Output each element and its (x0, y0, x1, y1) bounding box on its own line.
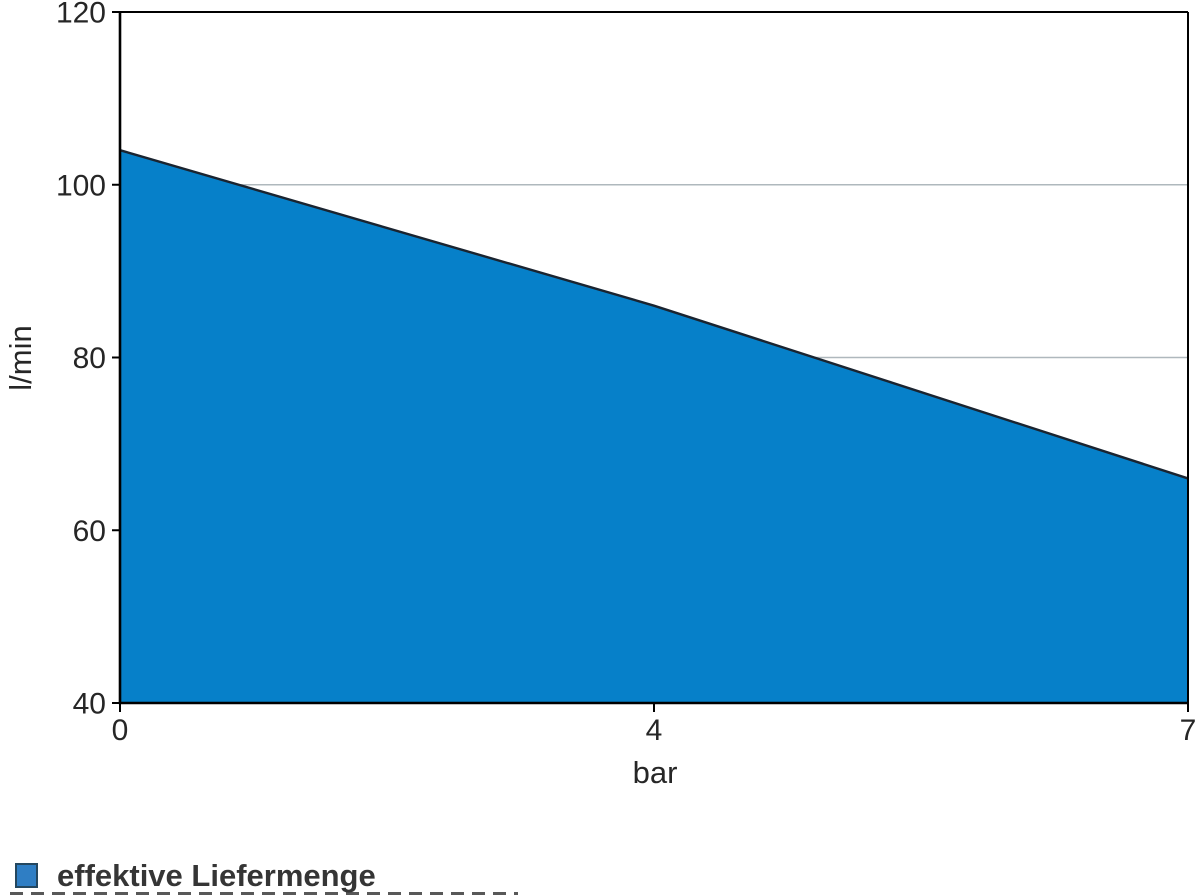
y-tick-label-40: 40 (73, 688, 106, 721)
cropped-text-artifact (10, 892, 518, 895)
legend-label: effektive Liefermenge (57, 858, 376, 893)
x-tick-label-7: 7 (1180, 714, 1197, 747)
x-axis-title: bar (633, 755, 678, 790)
y-axis-title: l/min (3, 325, 38, 390)
legend-swatch (15, 863, 38, 888)
chart-generated-layer: 40 60 80 100 120 0 4 7 (56, 0, 1196, 747)
legend: effektive Liefermenge (15, 859, 376, 892)
series-top-edge (119, 149, 1189, 480)
y-tick-label-60: 60 (73, 515, 106, 548)
x-tick-label-0: 0 (112, 714, 129, 747)
y-tick-label-120: 120 (56, 0, 106, 30)
y-tick-label-80: 80 (73, 342, 106, 375)
y-tick-label-100: 100 (56, 169, 106, 202)
area-series-effektive-liefermenge (120, 150, 1188, 703)
x-tick-label-4: 4 (646, 714, 663, 747)
